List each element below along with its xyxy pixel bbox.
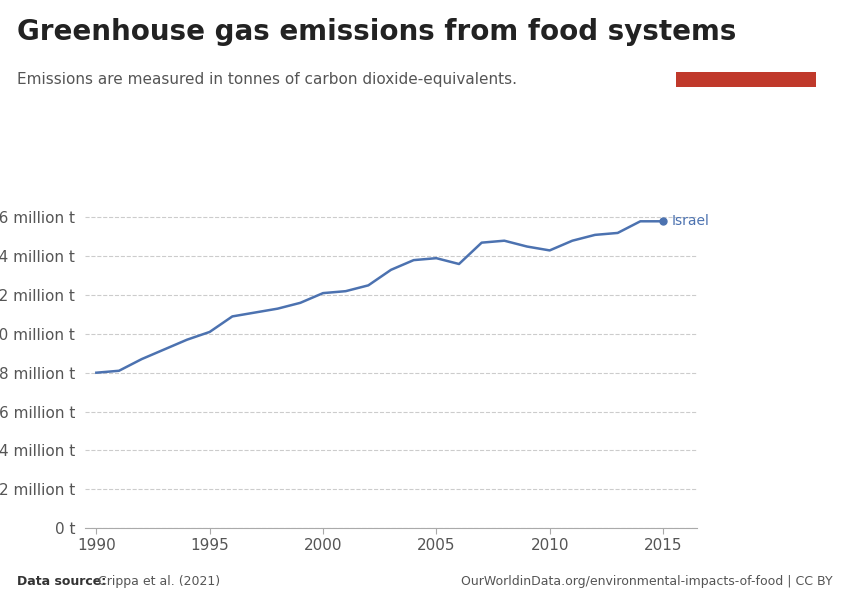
Text: in Data: in Data (721, 47, 771, 61)
Text: OurWorldinData.org/environmental-impacts-of-food | CC BY: OurWorldinData.org/environmental-impacts… (462, 575, 833, 588)
Bar (676, 72, 816, 87)
Text: Crippa et al. (2021): Crippa et al. (2021) (98, 575, 220, 588)
Text: Data source:: Data source: (17, 575, 106, 588)
Text: Greenhouse gas emissions from food systems: Greenhouse gas emissions from food syste… (17, 18, 736, 46)
Text: Our World: Our World (711, 29, 781, 42)
Text: Israel: Israel (672, 214, 710, 228)
Text: Emissions are measured in tonnes of carbon dioxide-equivalents.: Emissions are measured in tonnes of carb… (17, 72, 517, 87)
